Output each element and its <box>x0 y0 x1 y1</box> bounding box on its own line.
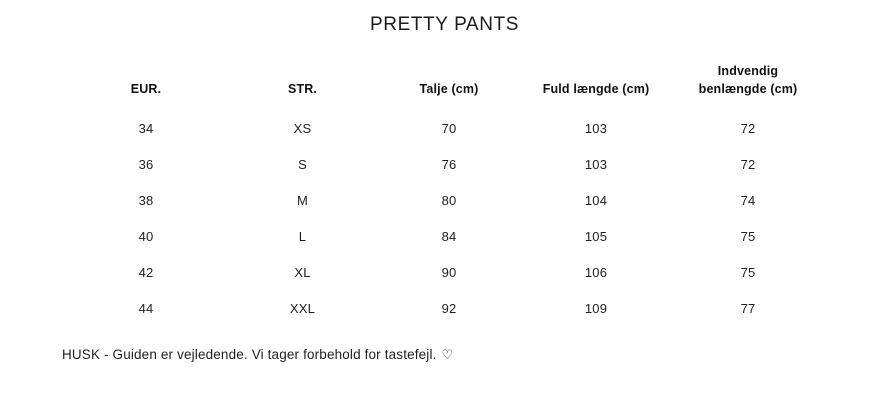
column-header-eur: EUR. <box>130 82 162 97</box>
size-chart-body: 34 XS 70 103 72 36 S 76 103 72 38 M 80 1… <box>62 110 827 326</box>
cell-str: L <box>298 228 307 244</box>
size-chart-table: EUR. STR. Talje (cm) Fuld længde (cm) In… <box>62 62 827 326</box>
column-header-line-1: Indvendig <box>717 64 779 78</box>
table-row: 40 L 84 105 75 <box>62 218 827 254</box>
heart-icon: ♡ <box>441 347 454 362</box>
cell-str: M <box>296 192 309 208</box>
cell-fuld: 105 <box>584 228 608 244</box>
cell-benl: 75 <box>740 264 756 280</box>
column-header-line-2: benlængde (cm) <box>698 82 798 97</box>
cell-talje: 92 <box>441 300 457 316</box>
cell-fuld: 104 <box>584 192 608 208</box>
disclaimer-note: HUSK - Guiden er vejledende. Vi tager fo… <box>62 347 453 362</box>
cell-str: XXL <box>289 300 316 316</box>
cell-talje: 84 <box>441 228 457 244</box>
table-row: 44 XXL 92 109 77 <box>62 290 827 326</box>
table-header-row: EUR. STR. Talje (cm) Fuld længde (cm) In… <box>62 62 827 110</box>
table-row: 42 XL 90 106 75 <box>62 254 827 290</box>
cell-eur: 40 <box>138 228 154 244</box>
cell-eur: 44 <box>138 300 154 316</box>
cell-talje: 90 <box>441 264 457 280</box>
cell-benl: 75 <box>740 228 756 244</box>
cell-eur: 42 <box>138 264 154 280</box>
cell-benl: 72 <box>740 120 756 136</box>
cell-str: XL <box>294 264 311 280</box>
column-header-talje: Talje (cm) <box>419 82 479 97</box>
page-title: PRETTY PANTS <box>369 14 520 35</box>
cell-benl: 74 <box>740 192 756 208</box>
table-row: 34 XS 70 103 72 <box>62 110 827 146</box>
table-row: 38 M 80 104 74 <box>62 182 827 218</box>
cell-fuld: 103 <box>584 120 608 136</box>
column-header-str: STR. <box>287 82 318 97</box>
column-header-fuld-laengde: Fuld længde (cm) <box>542 82 650 97</box>
cell-eur: 34 <box>138 120 154 136</box>
cell-benl: 72 <box>740 156 756 172</box>
cell-talje: 80 <box>441 192 457 208</box>
column-header-indvendig-benlaengde: Indvendig benlængde (cm) <box>669 62 827 110</box>
table-row: 36 S 76 103 72 <box>62 146 827 182</box>
cell-fuld: 103 <box>584 156 608 172</box>
cell-talje: 76 <box>441 156 457 172</box>
cell-fuld: 109 <box>584 300 608 316</box>
cell-eur: 38 <box>138 192 154 208</box>
disclaimer-text: HUSK - Guiden er vejledende. Vi tager fo… <box>62 347 437 362</box>
cell-str: S <box>298 156 307 172</box>
cell-eur: 36 <box>138 156 154 172</box>
cell-str: XS <box>293 120 312 136</box>
cell-fuld: 106 <box>584 264 608 280</box>
cell-benl: 77 <box>740 300 756 316</box>
size-chart-header: EUR. STR. Talje (cm) Fuld længde (cm) In… <box>62 62 827 110</box>
cell-talje: 70 <box>441 120 457 136</box>
